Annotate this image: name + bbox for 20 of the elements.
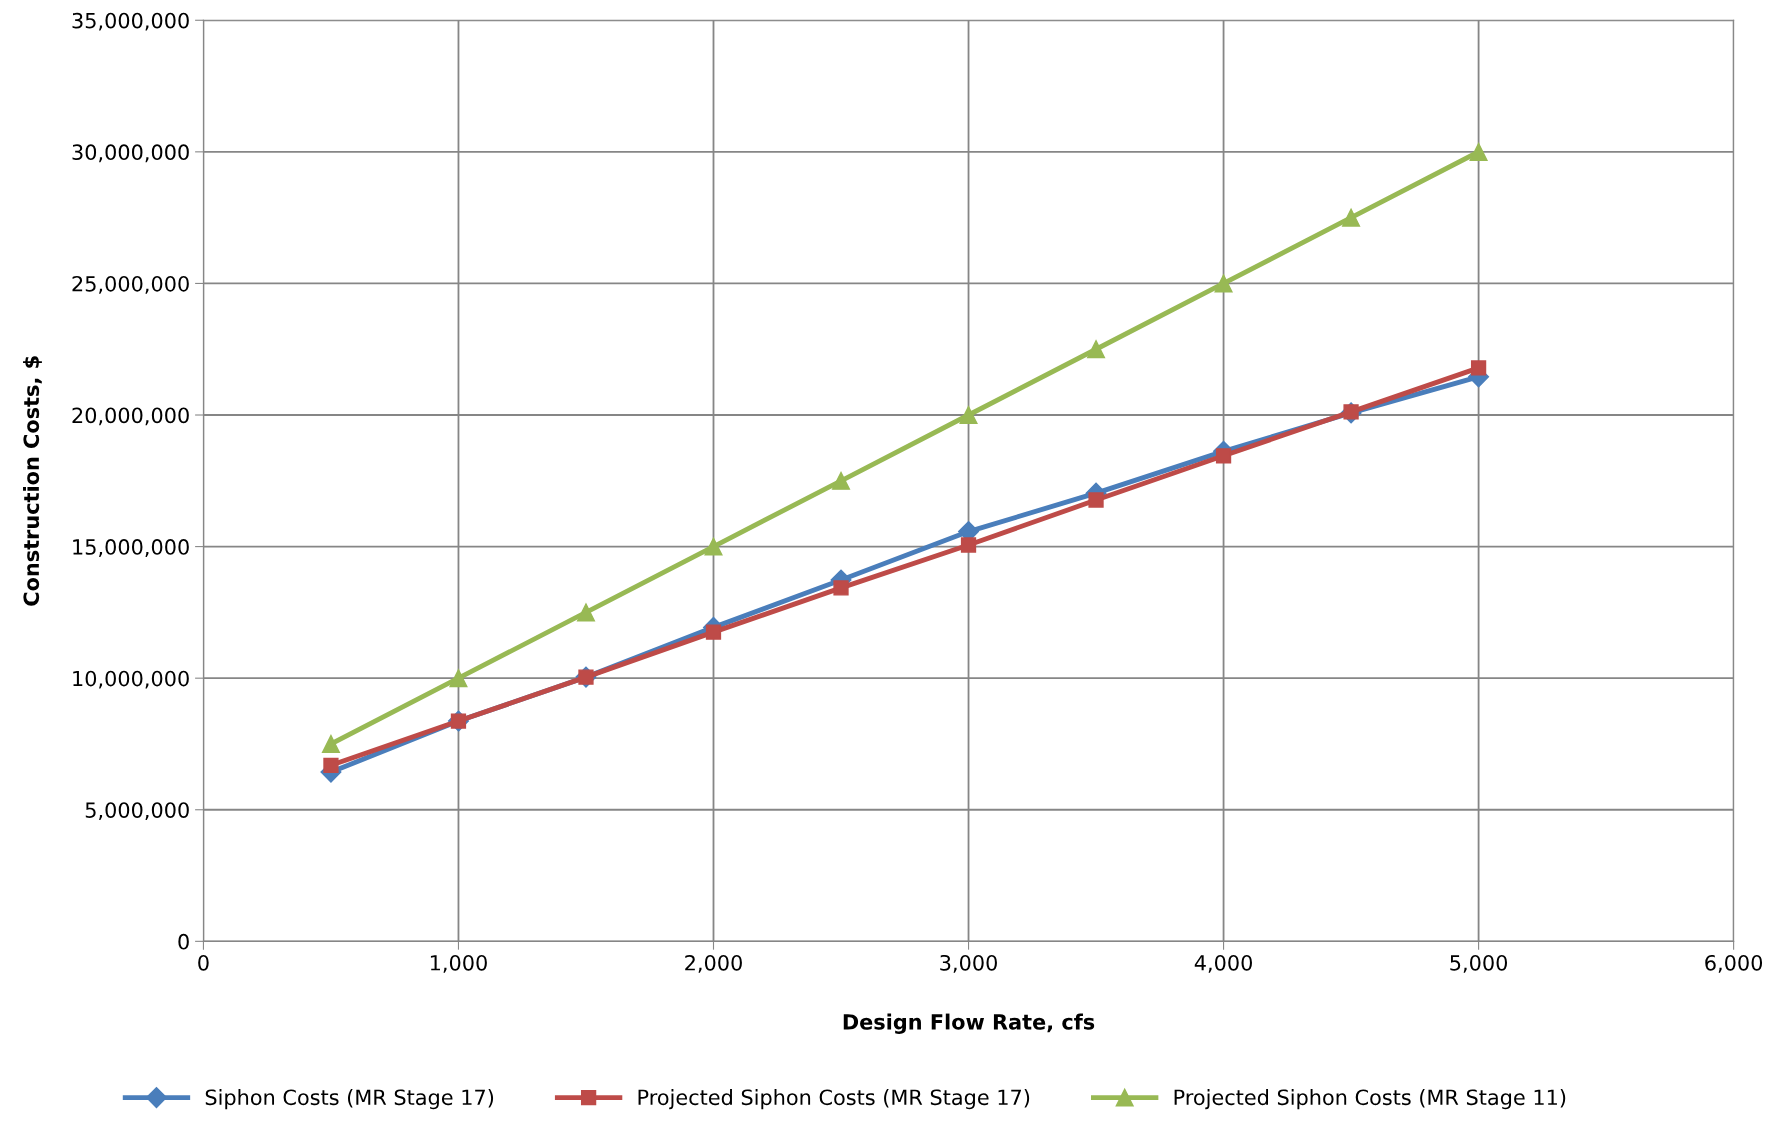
x-tick-label: 5,000	[1450, 954, 1508, 973]
legend-label: Siphon Costs (MR Stage 17)	[205, 1089, 494, 1110]
x-tick-label: 3,000	[940, 954, 997, 973]
legend-label: Projected Siphon Costs (MR Stage 17)	[638, 1089, 1030, 1110]
x-tick-label: 4,000	[1194, 954, 1252, 973]
y-tick-label: 15,000,000	[73, 539, 189, 557]
x-tick-label: 2,000	[685, 954, 742, 973]
x-tick-label: 0	[198, 954, 209, 971]
y-tick-label: 30,000,000	[72, 144, 189, 163]
x-tick-label: 1,000	[430, 954, 487, 973]
y-tick-label: 5,000,000	[85, 802, 189, 821]
x-tick-label: 6,000	[1705, 954, 1763, 973]
y-tick-label: 35,000,000	[72, 12, 189, 31]
legend-label: Projected Siphon Costs (MR Stage 11)	[1174, 1089, 1566, 1110]
y-tick-label: 20,000,000	[72, 407, 189, 426]
x-axis-title: Design Flow Rate, cfs	[843, 1013, 1095, 1034]
y-axis-title: Construction Costs, $	[23, 356, 42, 606]
y-tick-label: 10,000,000	[73, 670, 189, 689]
y-tick-label: 25,000,000	[72, 275, 189, 294]
y-tick-label: 0	[178, 933, 189, 950]
